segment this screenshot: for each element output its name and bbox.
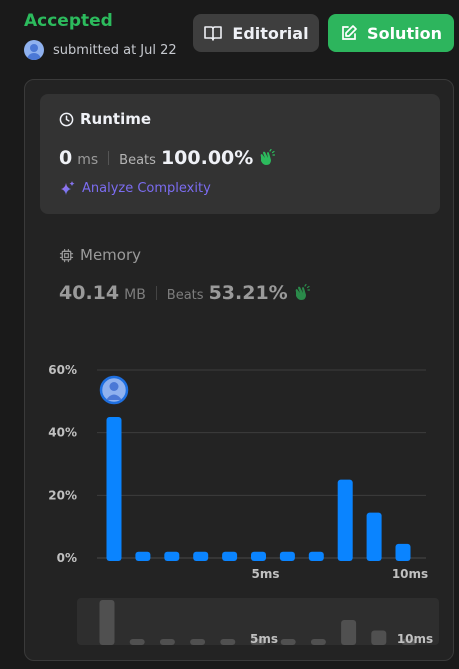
- memory-title-text: Memory: [80, 246, 142, 264]
- submission-status: Accepted: [24, 11, 113, 31]
- submission-header: Accepted submitted at Jul 22 Editorial S…: [0, 0, 459, 70]
- runtime-title-text: Runtime: [80, 110, 152, 128]
- runtime-unit: ms: [77, 152, 99, 168]
- analyze-complexity-link[interactable]: Analyze Complexity: [59, 180, 211, 197]
- memory-card[interactable]: Memory 40.14 MB Beats 53.21%: [40, 240, 440, 310]
- sparkle-icon: [61, 181, 75, 195]
- divider: [155, 286, 157, 300]
- runtime-beats-label: Beats: [119, 153, 156, 168]
- runtime-card[interactable]: Runtime 0 ms Beats 100.00%: [40, 94, 440, 214]
- edit-icon: [342, 25, 357, 40]
- chip-icon: [59, 248, 74, 262]
- divider: [108, 151, 110, 165]
- memory-metric: 40.14 MB Beats 53.21%: [59, 282, 310, 304]
- solution-button[interactable]: Solution: [328, 14, 454, 52]
- memory-beats-pct: 53.21%: [208, 282, 288, 304]
- clap-icon: [295, 284, 310, 300]
- editorial-button[interactable]: Editorial: [193, 14, 319, 52]
- editorial-label: Editorial: [232, 23, 309, 43]
- memory-beats-label: Beats: [166, 288, 204, 303]
- runtime-beats-pct: 100.00%: [160, 147, 254, 169]
- clap-icon: [260, 149, 276, 165]
- result-panel: Runtime 0 ms Beats 100.00%: [24, 79, 454, 661]
- avatar[interactable]: [24, 40, 44, 60]
- runtime-title: Runtime: [59, 110, 151, 128]
- submitted-text: submitted at Jul 22: [53, 42, 177, 58]
- memory-value: 40.14: [59, 282, 120, 304]
- solution-label: Solution: [367, 23, 442, 43]
- runtime-value: 0: [59, 147, 73, 169]
- memory-unit: MB: [124, 287, 146, 303]
- submission-info: submitted at Jul 22: [24, 40, 177, 60]
- analyze-label: Analyze Complexity: [82, 181, 211, 196]
- clock-icon: [59, 112, 74, 126]
- book-icon: [204, 26, 223, 41]
- runtime-metric: 0 ms Beats 100.00%: [59, 147, 276, 169]
- memory-title: Memory: [59, 246, 141, 264]
